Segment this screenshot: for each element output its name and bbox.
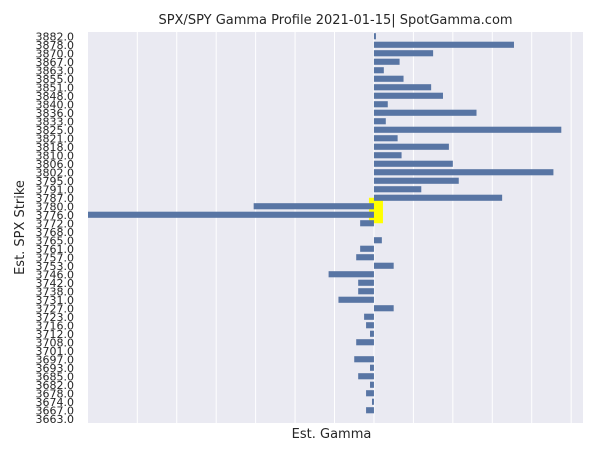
y-tick-label: 3761.0 bbox=[36, 243, 75, 256]
y-tick-label: 3848.0 bbox=[36, 90, 75, 103]
bar-3678.0 bbox=[366, 390, 374, 397]
y-tick-label: 3663.0 bbox=[36, 413, 75, 426]
bar-3738.0 bbox=[358, 288, 374, 295]
y-tick-label: 3701.0 bbox=[36, 345, 75, 358]
y-tick-label: 3723.0 bbox=[36, 311, 75, 324]
y-tick-label: 3851.0 bbox=[36, 81, 75, 94]
bar-3667.0 bbox=[366, 407, 374, 414]
y-tick-label: 3836.0 bbox=[36, 107, 75, 120]
bar-3708.0 bbox=[356, 339, 374, 346]
x-axis-label: Est. Gamma bbox=[292, 427, 372, 442]
bar-3810.0 bbox=[373, 152, 402, 159]
y-tick-label: 3787.0 bbox=[36, 192, 75, 205]
y-tick-label: 3708.0 bbox=[36, 336, 75, 349]
y-tick-label: 3806.0 bbox=[36, 158, 75, 171]
y-tick-label: 3802.0 bbox=[36, 166, 75, 179]
y-tick-label: 3678.0 bbox=[36, 387, 75, 400]
y-tick-label: 3738.0 bbox=[36, 285, 75, 298]
y-tick-label: 3731.0 bbox=[36, 294, 75, 307]
bar-3746.0 bbox=[328, 271, 374, 278]
bar-3787.0 bbox=[373, 194, 503, 201]
y-tick-label: 3765.0 bbox=[36, 234, 75, 247]
bar-3761.0 bbox=[360, 245, 374, 252]
y-tick-label: 3825.0 bbox=[36, 124, 75, 137]
bar-3682.0 bbox=[370, 381, 374, 388]
y-tick-label: 3674.0 bbox=[36, 396, 75, 409]
bar-3855.0 bbox=[373, 75, 404, 82]
y-tick-label: 3753.0 bbox=[36, 260, 75, 273]
bar-3697.0 bbox=[354, 356, 374, 363]
y-tick-label: 3840.0 bbox=[36, 98, 75, 111]
bar-3851.0 bbox=[373, 84, 432, 91]
bar-3821.0 bbox=[373, 135, 398, 142]
y-axis-label: Est. SPX Strike bbox=[13, 180, 28, 275]
spot-price-highlight bbox=[368, 197, 383, 224]
bar-3757.0 bbox=[356, 254, 374, 261]
bar-3818.0 bbox=[373, 143, 449, 150]
y-tick-label: 3863.0 bbox=[36, 64, 75, 77]
y-tick-label: 3855.0 bbox=[36, 73, 75, 86]
y-tick-label: 3776.0 bbox=[36, 209, 75, 222]
bar-3791.0 bbox=[373, 186, 422, 193]
y-tick-label: 3780.0 bbox=[36, 200, 75, 213]
y-tick-label: 3727.0 bbox=[36, 302, 75, 315]
y-tick-label: 3791.0 bbox=[36, 183, 75, 196]
bar-3731.0 bbox=[338, 296, 374, 303]
y-tick-label: 3697.0 bbox=[36, 353, 75, 366]
y-tick-label: 3685.0 bbox=[36, 370, 75, 383]
bar-3723.0 bbox=[364, 313, 374, 320]
y-tick-label: 3867.0 bbox=[36, 56, 75, 69]
bar-3833.0 bbox=[373, 118, 386, 125]
y-tick-label: 3716.0 bbox=[36, 319, 75, 332]
bar-3870.0 bbox=[373, 50, 434, 57]
y-tick-label: 3810.0 bbox=[36, 149, 75, 162]
bar-3693.0 bbox=[370, 364, 374, 371]
y-tick-label: 3821.0 bbox=[36, 132, 75, 145]
chart-title: SPX/SPY Gamma Profile 2021-01-15| SpotGa… bbox=[158, 13, 512, 28]
bar-3802.0 bbox=[373, 169, 554, 176]
y-tick-label: 3693.0 bbox=[36, 362, 75, 375]
bar-3806.0 bbox=[373, 160, 453, 167]
y-tick-label: 3768.0 bbox=[36, 226, 75, 239]
plot-area bbox=[88, 32, 583, 423]
bar-3716.0 bbox=[366, 322, 374, 329]
bar-3848.0 bbox=[373, 92, 443, 99]
bar-3795.0 bbox=[373, 177, 459, 184]
bar-3753.0 bbox=[373, 262, 394, 269]
bar-3840.0 bbox=[373, 101, 388, 108]
bar-3825.0 bbox=[373, 126, 562, 133]
y-tick-label: 3757.0 bbox=[36, 251, 75, 264]
y-tick-label: 3882.0 bbox=[36, 30, 75, 43]
bar-3867.0 bbox=[373, 58, 400, 65]
y-tick-label: 3818.0 bbox=[36, 141, 75, 154]
y-tick-label: 3833.0 bbox=[36, 115, 75, 128]
bar-3863.0 bbox=[373, 67, 384, 74]
y-tick-label: 3746.0 bbox=[36, 268, 75, 281]
y-tick-label: 3667.0 bbox=[36, 404, 75, 417]
bar-3772.0 bbox=[360, 220, 374, 227]
y-tick-label: 3772.0 bbox=[36, 217, 75, 230]
bar-3727.0 bbox=[373, 305, 394, 312]
y-tick-label: 3742.0 bbox=[36, 277, 75, 290]
bar-3685.0 bbox=[358, 373, 374, 380]
y-tick-label: 3870.0 bbox=[36, 47, 75, 60]
y-tick-label: 3712.0 bbox=[36, 328, 75, 341]
bar-3712.0 bbox=[370, 330, 374, 337]
bar-3836.0 bbox=[373, 109, 477, 116]
y-tick-label: 3795.0 bbox=[36, 175, 75, 188]
bar-3765.0 bbox=[373, 237, 382, 244]
y-tick-label: 3682.0 bbox=[36, 379, 75, 392]
bar-3780.0 bbox=[253, 203, 374, 210]
bar-3882.0 bbox=[373, 33, 376, 40]
bar-3776.0 bbox=[88, 211, 374, 218]
bar-3878.0 bbox=[373, 41, 514, 48]
bar-3742.0 bbox=[358, 279, 374, 286]
y-tick-label: 3878.0 bbox=[36, 39, 75, 52]
bar-3674.0 bbox=[371, 398, 374, 405]
